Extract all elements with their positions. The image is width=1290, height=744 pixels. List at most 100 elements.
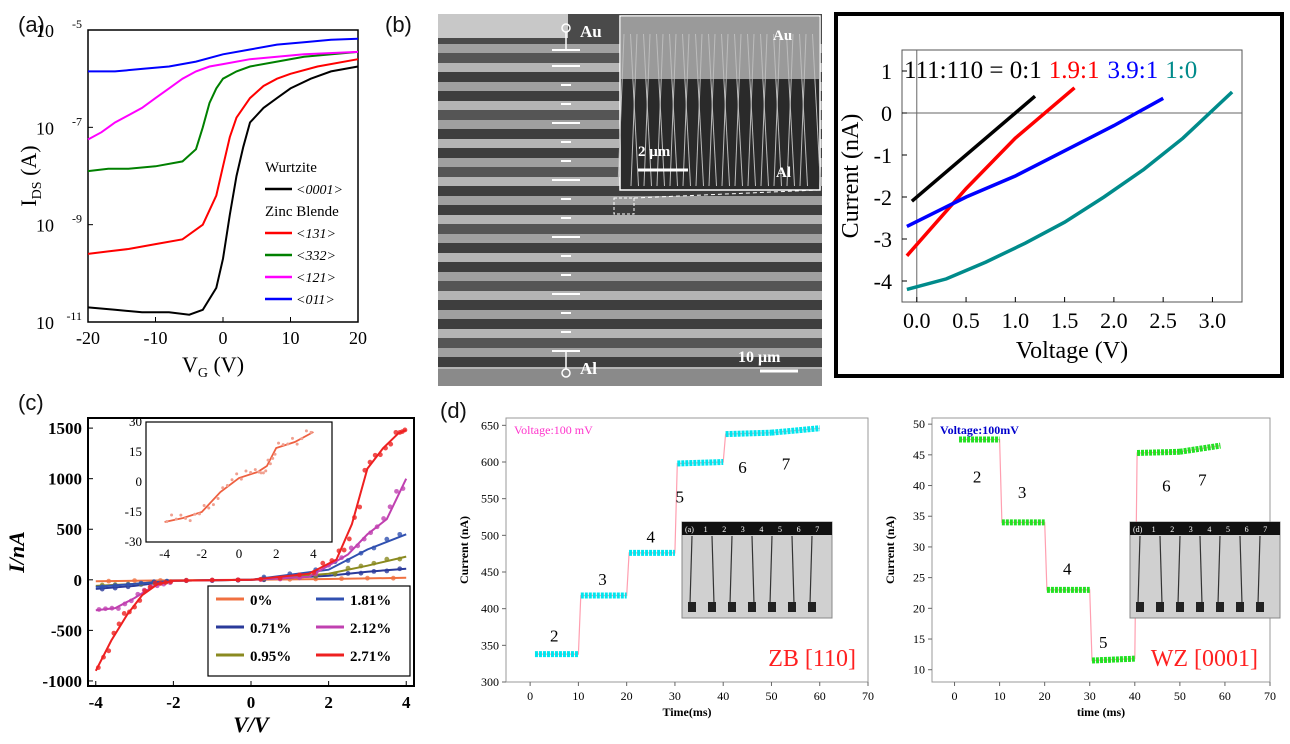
sem-nanowire-band: [438, 338, 822, 348]
inset-point: [225, 484, 229, 488]
data-point: [390, 575, 396, 581]
inset-point: [281, 443, 285, 447]
y-tick-label: 10: [913, 663, 925, 677]
sem-inset-nanowire: [786, 33, 794, 187]
data-point: [393, 429, 399, 435]
data-point: [402, 427, 408, 433]
sem-inset-nanowire: [656, 33, 664, 187]
inset-point: [286, 442, 290, 446]
data-point: [152, 580, 158, 586]
photo-probe: [808, 602, 816, 612]
photo-probe: [1176, 602, 1184, 612]
sem-nanowire-band: [438, 357, 822, 367]
data-point: [348, 545, 354, 551]
photo-nanowire: [1239, 535, 1243, 605]
x-tick-label: 50: [1174, 689, 1186, 703]
photo-strip: [681, 521, 833, 619]
photo-probe: [1236, 602, 1244, 612]
sem-inset-nanowire: [643, 33, 651, 187]
data-point: [381, 516, 386, 521]
y-tick-label: 1500: [48, 419, 82, 438]
step-label: 5: [676, 487, 685, 506]
x-tick-label: -2: [166, 693, 180, 712]
step-label: 7: [782, 454, 791, 473]
plot-frame: [505, 417, 869, 683]
inset-point: [290, 436, 294, 440]
data-point: [116, 606, 121, 611]
y-tick-label: -1: [874, 143, 892, 168]
x-tick-label: 50: [765, 689, 777, 703]
y-tick-label: 40: [913, 479, 925, 493]
legend-heading: Zinc Blende: [265, 204, 339, 220]
photo-nanowire: [1257, 535, 1261, 605]
data-point: [355, 543, 361, 549]
data-point: [365, 575, 370, 581]
sem-inset-label-al: Al: [776, 165, 791, 181]
step-segment: [1136, 448, 1180, 456]
inset-line: [164, 431, 314, 523]
inset-point: [277, 441, 281, 445]
x-axis-label: Time(ms): [662, 705, 711, 719]
x-axis-label-sub: G: [198, 366, 208, 380]
inset-point: [193, 512, 197, 516]
data-point: [339, 576, 344, 582]
y-tick-label: 45: [913, 448, 925, 462]
orientation-label: WZ [0001]: [1151, 646, 1258, 672]
inset-point: [188, 519, 192, 523]
data-point: [357, 504, 363, 510]
x-tick-label: 20: [621, 689, 633, 703]
ratio-value: 3.9:1: [1108, 57, 1158, 84]
photo-probe: [708, 602, 716, 612]
data-point: [183, 578, 189, 583]
chart-title: Voltage:100 mV: [514, 423, 593, 437]
x-tick-label: 10: [282, 328, 300, 348]
data-point: [163, 580, 169, 585]
inset-y-tick-label: -30: [125, 534, 142, 549]
data-point: [103, 606, 108, 612]
sem-inset-nanowire: [669, 33, 677, 187]
legend-entry: 2.12%: [350, 621, 391, 637]
data-point: [352, 515, 357, 520]
x-tick-label: 1.5: [1051, 308, 1079, 333]
y-tick-label: -2: [874, 185, 892, 210]
data-point: [329, 558, 335, 563]
inset-x-tick-label: 0: [236, 546, 243, 561]
sem-inset-nanowire: [682, 33, 690, 187]
sem-nanowire-band: [438, 281, 822, 291]
photo-probe: [688, 602, 696, 612]
data-point: [125, 582, 131, 587]
legend-entry: 0%: [250, 593, 273, 609]
y-tick-label: 1: [881, 59, 892, 84]
sem-inset-nanowire: [695, 33, 703, 187]
data-point: [383, 445, 388, 451]
data-point: [158, 581, 163, 586]
sem-inset-scale-label: 2 μm: [638, 144, 671, 160]
y-tick-label: 25: [913, 571, 925, 585]
inset-point: [170, 513, 174, 517]
photo-header: [682, 522, 832, 535]
data-point: [397, 556, 403, 562]
sem-inset-nanowire: [617, 33, 625, 187]
data-point: [368, 530, 374, 536]
photo-nanowire: [1199, 535, 1203, 605]
y-axis-label: IDS (A): [16, 145, 45, 206]
chart-b-border: [834, 12, 1284, 378]
photo-frame-label: 2: [1170, 525, 1174, 534]
photo-probe: [1256, 602, 1264, 612]
photo-frame-label: 7: [1263, 525, 1267, 534]
sem-nanowire-band: [438, 205, 822, 215]
inset-y-tick-label: 15: [129, 444, 142, 459]
series-line: [87, 50, 359, 141]
photo-frame-label: 7: [815, 525, 819, 534]
photo-frame-label: (a): [685, 525, 694, 534]
y-tick-label: 550: [481, 492, 499, 506]
ratio-prefix: 111:110 =: [904, 57, 1010, 84]
photo-frame-label: 1: [704, 525, 708, 534]
legend-entry: <0001>: [296, 183, 343, 198]
inset-point: [230, 478, 234, 482]
inset-x-tick-label: 4: [310, 546, 317, 561]
photo-probe: [748, 602, 756, 612]
data-point: [345, 571, 351, 576]
data-point: [111, 630, 117, 636]
